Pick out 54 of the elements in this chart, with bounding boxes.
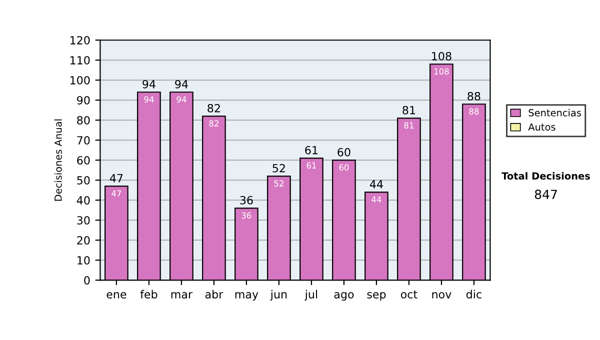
x-tick-label: sep [367,292,386,301]
x-tick-label: may [235,292,258,301]
y-tick-label: 40 [76,196,90,205]
data-label: 36 [242,212,252,219]
data-label: 47 [112,190,122,196]
x-tick-label: mar [171,292,193,298]
x-tick-label: oct [400,290,418,298]
y-tick-label: 90 [77,96,90,105]
y-tick-label: 70 [77,136,90,145]
y-tick-label: 20 [77,236,90,245]
text: Total Decisiones [502,172,590,180]
annotation: 94 [175,80,188,88]
x-tick-label: jul [304,290,318,301]
x-tick-label: feb [140,290,158,298]
data-label: 81 [404,122,414,129]
data-label: 44 [372,196,382,202]
annotation: 47 [110,174,123,182]
data-label: 60 [339,164,349,171]
x-tick-label: abr [205,290,224,298]
x-tick-label: jun [270,290,287,301]
annotation: 88 [468,92,480,100]
text: 847 [534,190,557,200]
annotation: 60 [338,148,350,156]
y-tick-label: 110 [70,56,90,65]
x-tick-label: dic [466,290,482,298]
data-label: 94 [176,96,186,103]
annotation: 36 [240,196,253,204]
y-tick-label: 0 [84,276,90,285]
data-label: 94 [144,96,154,103]
y-tick-label: 120 [70,36,90,44]
y-axis-title: Decisiones Anual [54,119,62,201]
x-tick-label: ago [334,292,354,301]
annotation: 44 [370,180,383,188]
y-tick-label: 60 [77,156,90,165]
data-label: 108 [434,68,449,75]
data-label: 61 [306,162,316,169]
annotation: 52 [272,164,285,172]
annotation: 94 [142,80,156,88]
y-tick-label: 100 [70,76,90,85]
data-label: 88 [469,108,479,115]
annotation: 108 [432,52,452,60]
legend-label: Autos [528,123,556,131]
y-tick-label: 80 [77,116,90,125]
data-label: 52 [274,180,284,187]
x-tick-label: nov [432,292,452,298]
data-label: 82 [209,120,218,127]
y-tick-label: 10 [78,256,90,265]
x-tick-label: ene [106,292,126,298]
annotation: 61 [305,146,318,154]
legend-label: Sentencias [528,108,582,116]
annotation: 82 [208,104,220,112]
y-tick-label: 50 [77,176,90,185]
y-tick-label: 30 [77,216,90,225]
annotation: 81 [402,106,415,114]
